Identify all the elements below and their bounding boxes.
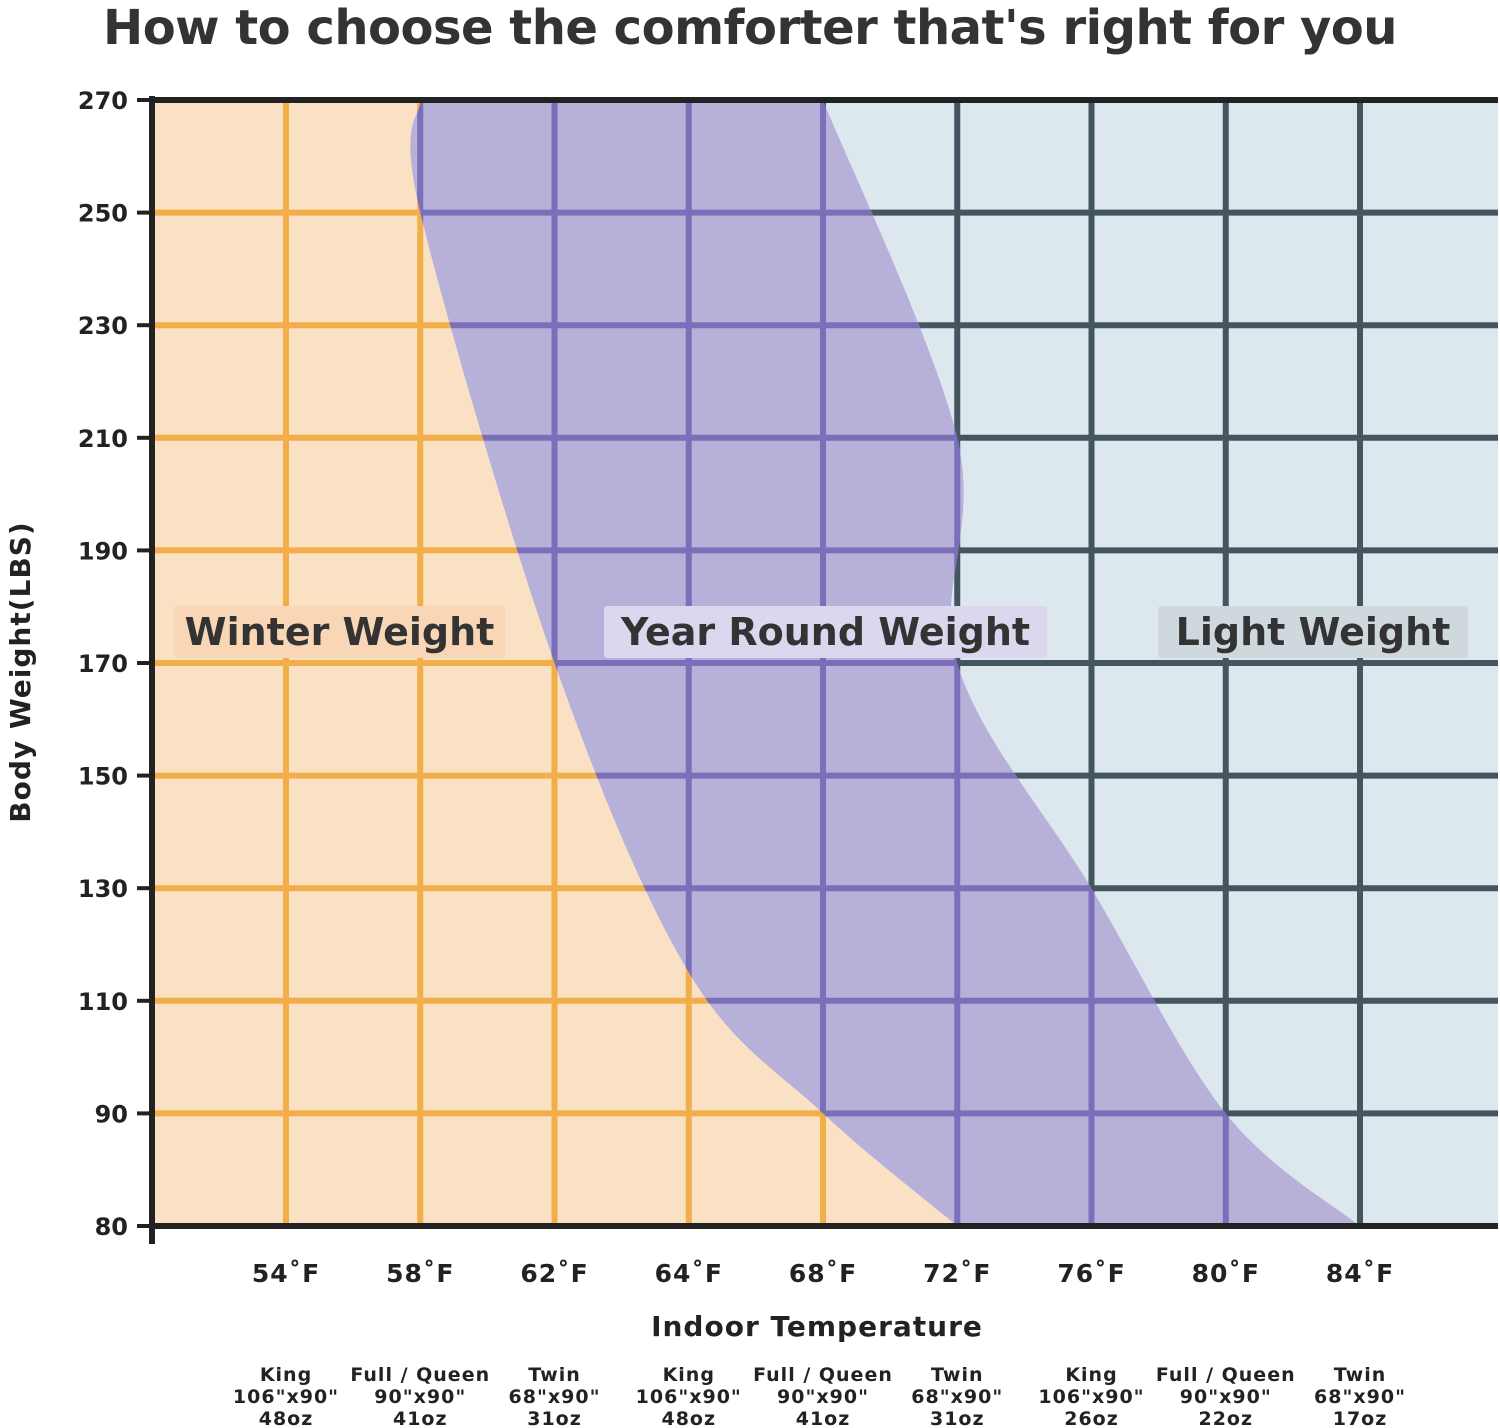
- x-tick-label: 62˚F: [520, 1259, 588, 1288]
- size-weight: 31oz: [527, 1408, 582, 1428]
- y-tick-label: 150: [78, 763, 128, 791]
- x-tick-label: 84˚F: [1326, 1259, 1394, 1288]
- x-tick-labels: 54˚F 58˚F 62˚F 64˚F 68˚F 72˚F 76˚F 80˚F 84˚F: [252, 1259, 1394, 1288]
- x-tick-label: 72˚F: [923, 1259, 991, 1288]
- x-axis-title: Indoor Temperature: [651, 1310, 983, 1343]
- y-tick-label: 110: [78, 988, 128, 1016]
- size-dims: 90"x90": [1180, 1386, 1272, 1408]
- size-weight: 17oz: [1333, 1408, 1388, 1428]
- size-weight: 48oz: [259, 1408, 314, 1428]
- x-tick-label: 54˚F: [252, 1259, 320, 1288]
- x-tick-label: 76˚F: [1057, 1259, 1125, 1288]
- size-weight: 41oz: [796, 1408, 851, 1428]
- size-name: Full / Queen: [753, 1364, 893, 1386]
- y-tick-label: 250: [78, 200, 128, 228]
- x-tick-label: 68˚F: [789, 1259, 857, 1288]
- size-name: Twin: [931, 1364, 983, 1386]
- size-name: Twin: [528, 1364, 580, 1386]
- zone-label: Year Round Weight: [620, 610, 1030, 654]
- y-tick-label: 80: [95, 1213, 128, 1241]
- size-name: Full / Queen: [1156, 1364, 1296, 1386]
- size-dims: 68"x90": [1314, 1386, 1406, 1408]
- size-weight: 22oz: [1198, 1408, 1253, 1428]
- zone-label-bg: [604, 606, 1047, 658]
- zone-label: Light Weight: [1176, 610, 1451, 654]
- size-name: King: [1065, 1364, 1117, 1386]
- size-dims: 68"x90": [911, 1386, 1003, 1408]
- size-weight: 26oz: [1064, 1408, 1119, 1428]
- size-name: Full / Queen: [350, 1364, 490, 1386]
- y-axis-title: Body Weight(LBS): [4, 521, 37, 822]
- zone-label-bg: [1158, 606, 1468, 658]
- x-tick-label: 58˚F: [386, 1259, 454, 1288]
- axes: [137, 96, 1498, 1244]
- y-tick-label: 210: [78, 425, 128, 453]
- x-tick-label: 64˚F: [655, 1259, 723, 1288]
- y-tick-labels: 80 90 110 130 150 170 190 210 230 250 270: [78, 87, 128, 1241]
- size-dims: 90"x90": [374, 1386, 466, 1408]
- size-dims: 68"x90": [509, 1386, 601, 1408]
- size-dims: 90"x90": [777, 1386, 869, 1408]
- x-tick-label: 80˚F: [1192, 1259, 1260, 1288]
- size-weight: 48oz: [661, 1408, 716, 1428]
- y-tick-label: 90: [95, 1100, 128, 1128]
- zone-label-bg: [174, 606, 505, 658]
- chart-title: How to choose the comforter that's right…: [103, 0, 1397, 56]
- zone-label: Winter Weight: [185, 610, 495, 654]
- size-weight: 41oz: [393, 1408, 448, 1428]
- size-name: Twin: [1334, 1364, 1386, 1386]
- size-weight: 31oz: [930, 1408, 985, 1428]
- size-dims: 106"x90": [636, 1386, 742, 1408]
- size-name: King: [663, 1364, 715, 1386]
- size-dims: 106"x90": [233, 1386, 339, 1408]
- size-name: King: [260, 1364, 312, 1386]
- y-tick-label: 230: [78, 312, 128, 340]
- y-tick-label: 170: [78, 650, 128, 678]
- zone-labels: Winter Weight Year Round Weight Light Weig…: [174, 606, 1468, 658]
- y-tick-label: 190: [78, 537, 128, 565]
- size-dims: 106"x90": [1038, 1386, 1144, 1408]
- y-tick-label: 270: [78, 87, 128, 115]
- zone-winter-weight: [152, 100, 958, 1226]
- y-tick-label: 130: [78, 875, 128, 903]
